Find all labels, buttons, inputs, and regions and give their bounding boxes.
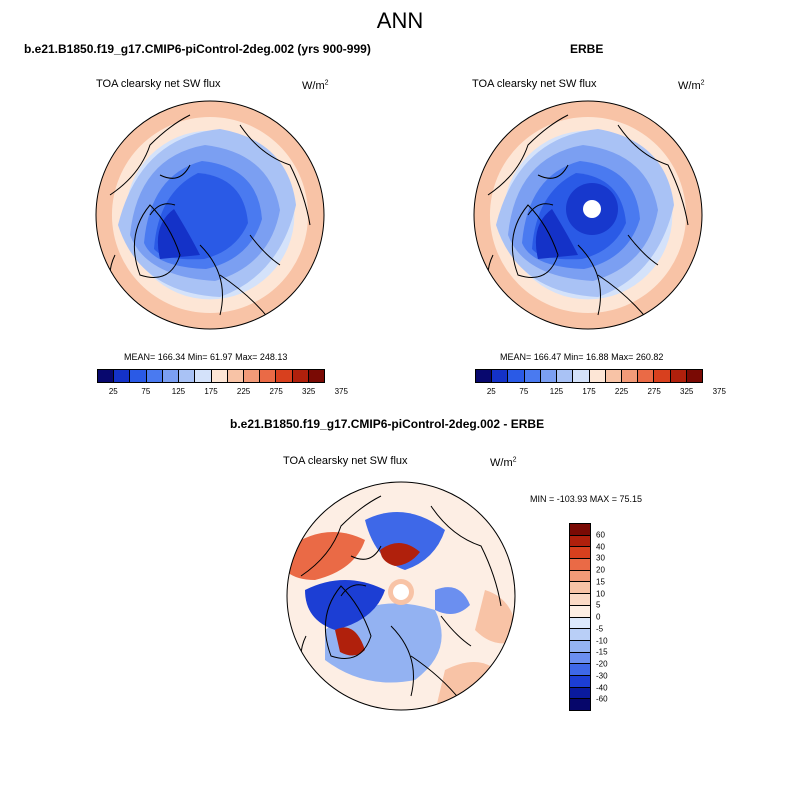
colorbar-swatch xyxy=(570,652,590,665)
colorbar-swatch xyxy=(276,370,293,382)
colorbar-swatch xyxy=(162,370,180,382)
panel-1-stats: MEAN= 166.34 Min= 61.97 Max= 248.13 xyxy=(124,352,288,362)
colorbar-tick-label: 175 xyxy=(582,387,596,396)
colorbar-tick-label: 125 xyxy=(171,387,186,396)
colorbar-tick-label: -5 xyxy=(596,624,604,634)
colorbar-tick-label: 275 xyxy=(269,387,283,396)
colorbar-swatch xyxy=(570,524,590,536)
colorbar-tick-label: -30 xyxy=(596,671,608,681)
panel-3-variable-label: TOA clearsky net SW flux xyxy=(283,455,408,467)
colorbar-swatch xyxy=(621,370,639,382)
colorbar-swatch xyxy=(540,370,558,382)
colorbar-swatch xyxy=(211,370,228,382)
colorbar-swatch xyxy=(589,370,606,382)
panel-2-polar-map xyxy=(473,100,703,330)
colorbar-tick-label: 225 xyxy=(236,387,251,396)
colorbar-swatch xyxy=(638,370,655,382)
colorbar-swatch xyxy=(243,370,261,382)
colorbar-tick-label: 325 xyxy=(680,387,694,396)
panel-2-title: ERBE xyxy=(570,42,604,56)
colorbar-tick-label: 375 xyxy=(334,387,348,396)
colorbar-swatch xyxy=(476,370,493,382)
panel-1-units: W/m2 xyxy=(302,79,329,92)
panel-2-colorbar-labels: 25 75 125 175 225 275 325 375 xyxy=(475,387,726,399)
colorbar-swatch xyxy=(179,370,196,382)
colorbar-swatch xyxy=(670,370,687,382)
colorbar-tick-label: 40 xyxy=(596,542,605,551)
colorbar-tick-label: 375 xyxy=(712,387,726,396)
colorbar-swatch xyxy=(308,370,325,382)
colorbar-tick-label: 20 xyxy=(596,565,605,575)
colorbar-swatch xyxy=(570,582,590,595)
colorbar-swatch xyxy=(492,370,509,382)
colorbar-tick-label: -20 xyxy=(596,659,608,669)
panel-1-variable-label: TOA clearsky net SW flux xyxy=(96,78,221,90)
colorbar-swatch xyxy=(146,370,163,382)
colorbar-swatch xyxy=(570,594,590,606)
colorbar-tick-label: 225 xyxy=(614,387,629,396)
colorbar-tick-label: -10 xyxy=(596,636,608,645)
panel-1-title: b.e21.B1850.f19_g17.CMIP6-piControl-2deg… xyxy=(24,42,371,56)
colorbar-tick-label: -60 xyxy=(596,694,608,704)
panel-1-colorbar xyxy=(97,369,325,383)
colorbar-tick-label: 125 xyxy=(549,387,564,396)
colorbar-tick-label: 15 xyxy=(596,577,605,587)
colorbar-swatch xyxy=(524,370,541,382)
colorbar-swatch xyxy=(570,675,590,688)
colorbar-tick-label: -15 xyxy=(596,647,608,657)
colorbar-swatch xyxy=(130,370,147,382)
colorbar-tick-label: 325 xyxy=(302,387,316,396)
colorbar-tick-label: 75 xyxy=(141,387,151,396)
colorbar-swatch xyxy=(98,370,115,382)
colorbar-swatch xyxy=(573,370,590,382)
colorbar-swatch xyxy=(570,559,590,571)
colorbar-swatch xyxy=(654,370,671,382)
colorbar-tick-label: 0 xyxy=(596,612,601,622)
panel-3-polar-map xyxy=(286,481,516,711)
colorbar-swatch xyxy=(570,640,590,653)
colorbar-swatch xyxy=(292,370,309,382)
colorbar-swatch xyxy=(570,570,590,583)
colorbar-swatch xyxy=(260,370,277,382)
colorbar-swatch xyxy=(195,370,212,382)
colorbar-swatch xyxy=(227,370,244,382)
colorbar-swatch xyxy=(557,370,574,382)
panel-3-stats: MIN = -103.93 MAX = 75.15 xyxy=(530,494,643,504)
colorbar-tick-label: 25 xyxy=(108,387,118,396)
colorbar-tick-label: 175 xyxy=(204,387,218,396)
panel-3-title: b.e21.B1850.f19_g17.CMIP6-piControl-2deg… xyxy=(230,417,545,431)
colorbar-swatch xyxy=(570,535,590,548)
colorbar-swatch xyxy=(570,699,590,710)
panel-2-colorbar xyxy=(475,369,703,383)
panel-3-units: W/m2 xyxy=(490,456,517,469)
colorbar-swatch xyxy=(570,547,590,560)
colorbar-swatch xyxy=(570,617,590,630)
colorbar-swatch xyxy=(570,687,590,700)
panel-3-colorbar xyxy=(569,523,591,711)
colorbar-tick-label: 25 xyxy=(486,387,496,396)
panel-3-colorbar-labels: 60 40 30 20 15 10 5 0 -5 -10 -15 -20 -30 -40 -60 xyxy=(596,523,636,711)
colorbar-swatch xyxy=(508,370,525,382)
panel-1-polar-map xyxy=(95,100,325,330)
colorbar-tick-label: 75 xyxy=(519,387,529,396)
colorbar-swatch xyxy=(686,370,703,382)
colorbar-swatch xyxy=(605,370,622,382)
colorbar-tick-label: 5 xyxy=(596,600,601,610)
colorbar-swatch xyxy=(114,370,131,382)
colorbar-tick-label: 60 xyxy=(596,530,605,540)
colorbar-tick-label: 275 xyxy=(647,387,661,396)
panel-1-colorbar-labels: 25 75 125 175 225 275 325 375 xyxy=(97,387,348,399)
colorbar-tick-label: 10 xyxy=(596,589,605,598)
panel-2-stats: MEAN= 166.47 Min= 16.88 Max= 260.82 xyxy=(500,352,664,362)
panel-2-variable-label: TOA clearsky net SW flux xyxy=(472,78,597,90)
figure-title: ANN xyxy=(376,8,424,33)
colorbar-swatch xyxy=(570,629,590,641)
colorbar-swatch xyxy=(570,664,590,676)
panel-2-units: W/m2 xyxy=(678,79,705,92)
colorbar-tick-label: 30 xyxy=(596,553,605,563)
colorbar-tick-label: -40 xyxy=(596,683,608,692)
colorbar-swatch xyxy=(570,605,590,618)
